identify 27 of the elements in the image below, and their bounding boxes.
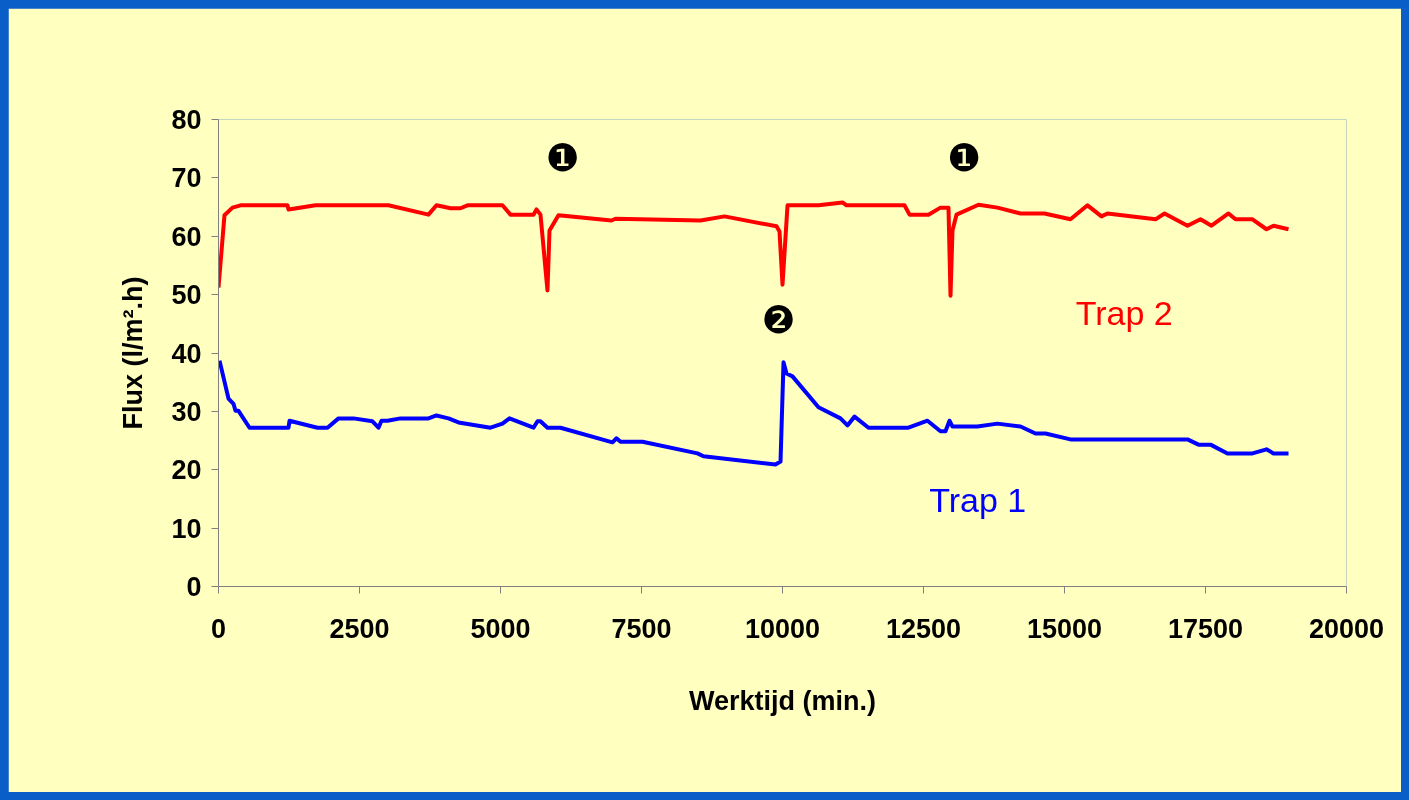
- x-tick-label: 17500: [1167, 613, 1244, 644]
- y-axis-title: Flux (l/m².h): [118, 276, 149, 430]
- y-tick-label: 50: [171, 280, 202, 311]
- text: Trap 2: [1075, 293, 1173, 332]
- x-tick-label: 20000: [1308, 613, 1385, 644]
- annotation: ❶: [947, 136, 982, 181]
- x-tick-label: 7500: [611, 613, 672, 644]
- x-axis-title: Werktijd (min.): [689, 685, 877, 716]
- x-tick-label: 10000: [744, 613, 821, 644]
- line-series: [218, 200, 1291, 298]
- y-tick-label: 70: [171, 163, 202, 194]
- y-tick-label: 0: [186, 572, 202, 602]
- y-tick-label: 20: [171, 455, 202, 486]
- y-tick-label: 30: [171, 396, 202, 427]
- y-tick-label: 10: [171, 513, 202, 544]
- x-tick-label: 12500: [885, 613, 962, 644]
- annotation: ❷: [761, 298, 796, 343]
- x-tick-label: 2500: [329, 613, 390, 644]
- y-tick-label: 40: [171, 338, 202, 369]
- x-tick-label: 5000: [470, 613, 531, 644]
- line-series: [218, 358, 1291, 467]
- x-tick-label: 0: [210, 613, 227, 644]
- x-tick-label: 15000: [1026, 613, 1103, 644]
- y-tick-label: 60: [171, 221, 202, 252]
- annotation: ❶: [545, 136, 580, 181]
- y-tick-label: 80: [171, 105, 202, 135]
- series-label: Trap 1: [929, 480, 1027, 519]
